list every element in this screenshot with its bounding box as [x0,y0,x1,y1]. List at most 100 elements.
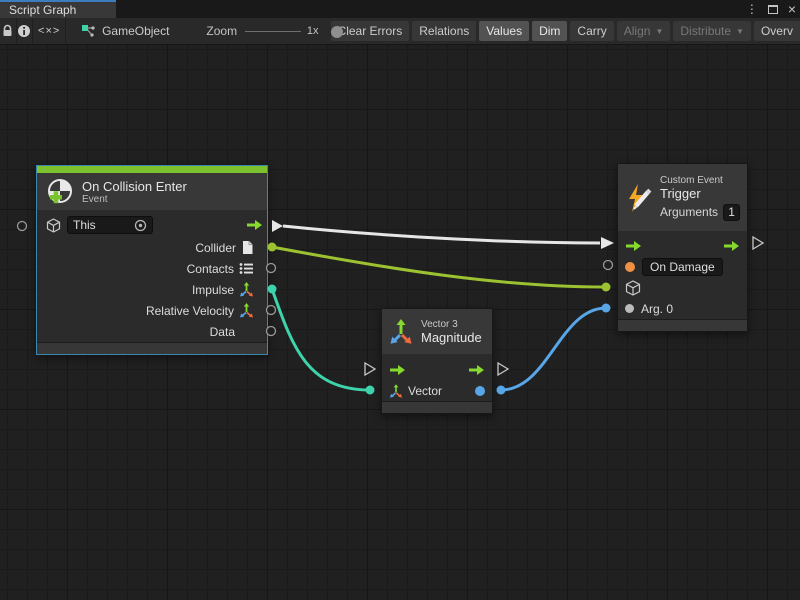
trigger-flow-output-port[interactable] [752,235,765,251]
node-header[interactable]: Vector 3 Magnitude [382,309,492,355]
breadcrumb[interactable]: GameObject [81,24,169,38]
magnitude-flow-input-port[interactable] [364,361,377,377]
node-title: On Collision Enter [82,178,187,194]
target-field[interactable]: This [67,216,153,235]
breadcrumb-label: GameObject [102,24,170,38]
distribute-dropdown[interactable]: Distribute ▼ [673,21,751,41]
align-dropdown[interactable]: Align ▼ [616,21,671,41]
port-label-arg0: Arg. 0 [641,301,674,316]
wire-collider[interactable] [271,245,607,289]
zoom-label: Zoom [206,24,238,38]
generic-port-icon[interactable] [625,304,634,313]
lock-button[interactable] [0,18,17,44]
list-icon [239,263,253,275]
zoom-slider[interactable] [245,18,344,44]
maximize-icon[interactable] [767,4,778,14]
arguments-label: Arguments [660,205,719,219]
close-icon[interactable]: × [787,1,796,17]
data-output-port[interactable] [265,325,277,337]
clear-errors-button[interactable]: Clear Errors [330,21,410,41]
node-body: This Collider Contacts Impulse [37,210,267,343]
vector3-icon [240,303,253,318]
flow-arrow-icon [390,364,405,375]
flow-arrow-icon [724,240,739,251]
wire-impulse[interactable] [270,288,371,392]
cube-icon [46,218,61,233]
flow-output-port[interactable] [272,220,283,232]
node-header[interactable]: On Collision Enter Event [37,172,267,211]
values-toggle[interactable]: Values [479,21,530,41]
info-icon [18,25,31,37]
chevron-down-icon: ▼ [736,26,744,36]
node-on-collision-enter[interactable]: On Collision Enter Event This Collider [36,165,268,355]
flow-arrow-icon [626,240,641,251]
node-title: Magnitude [421,329,482,345]
node-category: Vector 3 [421,318,458,330]
object-picker-icon[interactable] [134,219,147,232]
window-controls: ⋮ × [746,0,796,18]
node-trigger-custom-event[interactable]: Custom Event Trigger Arguments 1 On Dama… [617,163,748,332]
contacts-output-port[interactable] [265,262,277,274]
node-footer [37,342,267,354]
flow-input-port[interactable] [601,237,614,249]
zoom-value: 1x [306,25,319,37]
document-icon [243,241,253,255]
overview-button[interactable]: Overv [753,21,800,41]
window-tab-bar: Script Graph ⋮ × [0,0,800,18]
event-name-field[interactable]: On Damage [642,257,723,276]
vector3-icon [390,319,412,344]
node-footer [382,401,492,413]
tab-title: Script Graph [9,3,77,17]
node-header[interactable]: Custom Event Trigger Arguments 1 [618,164,747,231]
node-category: Custom Event [660,174,723,186]
wire-layer [16,220,765,395]
port-label-contacts: Contacts [186,261,234,276]
event-accent-strip [37,166,267,173]
magnitude-flow-output-port[interactable] [497,361,510,377]
node-title: Trigger [660,185,701,201]
port-label-data: Data [209,324,235,339]
kebab-menu-icon[interactable]: ⋮ [745,2,758,16]
tab-script-graph[interactable]: Script Graph [0,0,116,18]
lock-icon [3,24,12,36]
magnitude-vector-port[interactable] [365,385,375,395]
node-body: Vector [382,354,492,402]
magnitude-output-port[interactable] [496,385,506,395]
chevron-down-icon: ▼ [655,26,664,36]
script-graph-icon [82,25,95,37]
cube-icon [625,279,641,296]
collider-output-port[interactable] [267,242,277,252]
float-output-port[interactable] [475,385,485,396]
custom-event-icon [629,183,652,212]
target-input-port[interactable] [16,220,28,232]
wire-magnitude[interactable] [500,306,607,392]
port-label-collider: Collider [195,240,236,255]
zoom-slider-handle[interactable] [331,25,344,38]
node-footer [618,319,747,331]
flow-arrow-icon [247,220,262,231]
code-icon: <×> [38,25,61,37]
vector3-icon [390,383,402,398]
port-label-vector: Vector [408,383,443,398]
relations-button[interactable]: Relations [412,21,477,41]
wire-flow[interactable] [282,224,601,245]
target-value: This [73,218,96,233]
trigger-target-port[interactable] [601,282,611,292]
impulse-output-port[interactable] [267,284,277,294]
string-port-icon[interactable] [625,261,635,272]
relative-velocity-output-port[interactable] [265,304,277,316]
arg0-input-port[interactable] [601,303,611,313]
vector3-icon [240,282,253,297]
node-subtitle: Event [82,193,108,205]
node-vector3-magnitude[interactable]: Vector 3 Magnitude Vector [381,308,493,414]
zoom-slider-track [245,30,301,32]
event-name-input-port[interactable] [602,259,614,271]
dim-toggle[interactable]: Dim [532,21,568,41]
graph-canvas[interactable]: On Collision Enter Event This Collider [0,45,800,600]
carry-button[interactable]: Carry [570,21,614,41]
view-code-button[interactable]: <×> [33,18,67,44]
graph-toolbar: <×> GameObject Zoom 1x Clear Errors Rela… [0,18,800,45]
flow-arrow-icon [469,364,484,375]
arguments-field[interactable]: 1 [723,203,741,221]
info-button[interactable] [17,18,34,44]
